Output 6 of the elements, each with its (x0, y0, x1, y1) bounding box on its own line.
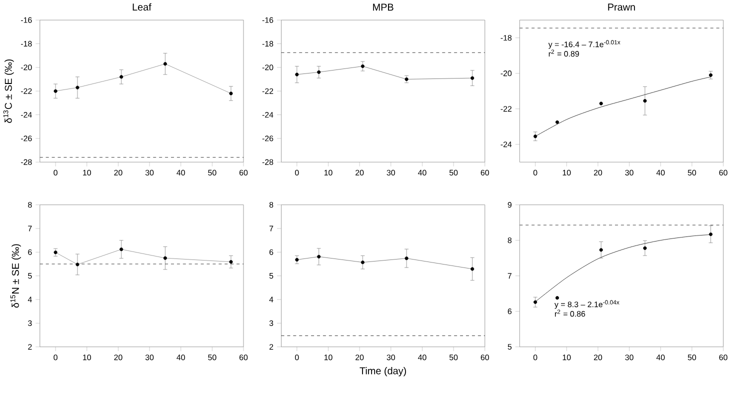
y-axis-title: δ$^{15}$N ± SE (‰) (10, 244, 21, 308)
y-axis-title: δ$^{13}$C ± SE (‰) (3, 60, 14, 124)
chart-title: Leaf (132, 4, 152, 11)
chart-title: MPB (373, 4, 394, 11)
x-axis-title: Time (day) (360, 367, 406, 377)
chart-title: Prawn (608, 4, 635, 11)
